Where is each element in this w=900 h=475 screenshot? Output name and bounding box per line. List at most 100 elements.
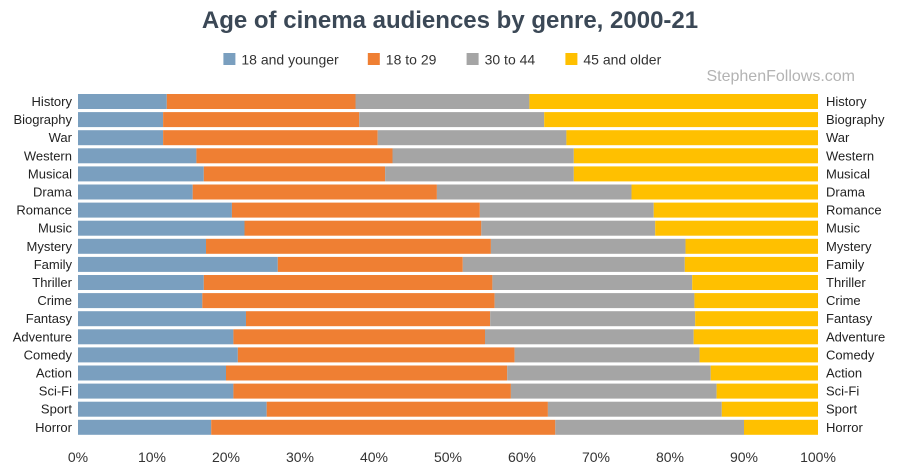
bar-segment-family-2 — [462, 256, 685, 272]
category-label-left: War — [49, 130, 73, 145]
bar-segment-biography-0 — [78, 112, 164, 128]
bar-segment-romance-2 — [479, 202, 654, 218]
x-tick-label: 90% — [730, 449, 758, 465]
bar-segment-adventure-1 — [233, 329, 485, 345]
bar-segment-horror-3 — [744, 419, 818, 435]
bar-segment-western-3 — [573, 148, 818, 164]
category-label-right: War — [826, 130, 850, 145]
category-label-right: Musical — [826, 166, 870, 181]
category-label-right: Adventure — [826, 329, 885, 344]
bar-segment-musical-3 — [573, 166, 818, 182]
bar-segment-adventure-0 — [78, 329, 234, 345]
chart-title: Age of cinema audiences by genre, 2000-2… — [202, 7, 698, 34]
x-tick-label: 10% — [138, 449, 166, 465]
bar-segment-drama-3 — [631, 184, 818, 200]
category-label-left: Mystery — [27, 239, 73, 254]
category-label-left: Comedy — [24, 347, 73, 362]
x-tick-label: 80% — [656, 449, 684, 465]
bar-segment-history-2 — [355, 94, 530, 109]
legend-swatch-1 — [367, 53, 380, 65]
bar-segment-music-0 — [78, 220, 245, 236]
bar-segment-mystery-3 — [685, 238, 818, 254]
category-label-left: Music — [38, 221, 72, 236]
bar-segment-sport-1 — [266, 401, 548, 417]
category-label-right: Family — [826, 257, 865, 272]
bar-segment-war-1 — [163, 130, 378, 146]
category-label-right: Thriller — [826, 275, 866, 290]
category-label-right: Sport — [826, 402, 857, 417]
category-label-right: Mystery — [826, 239, 872, 254]
bar-segment-history-1 — [166, 94, 356, 109]
bar-segment-fantasy-2 — [490, 311, 696, 327]
category-label-right: Western — [826, 148, 874, 163]
bar-segment-history-3 — [529, 94, 818, 109]
bar-segment-musical-0 — [78, 166, 204, 182]
bar-segment-sci-fi-3 — [716, 383, 818, 399]
category-label-right: Crime — [826, 293, 861, 308]
bar-segment-horror-2 — [555, 419, 744, 435]
bar-segment-mystery-2 — [490, 238, 686, 254]
bar-segment-sport-0 — [78, 401, 267, 417]
bar-segment-thriller-3 — [692, 275, 818, 290]
bar-segment-action-0 — [78, 365, 226, 381]
bar-segment-romance-0 — [78, 202, 232, 218]
bar-segment-fantasy-1 — [245, 311, 491, 327]
x-axis-ticks: 0% 10% 20% 30% 40% 50% 60% 70% 80% 90% 100% — [68, 449, 836, 465]
bar-segment-war-2 — [377, 130, 567, 146]
watermark: StephenFollows.com — [706, 68, 855, 85]
category-label-left: Musical — [28, 166, 72, 181]
category-label-left: Romance — [16, 203, 72, 218]
legend-label-2: 30 to 44 — [485, 52, 536, 68]
category-label-right: Comedy — [826, 347, 875, 362]
bar-segment-musical-1 — [203, 166, 386, 182]
bar-segment-drama-0 — [78, 184, 193, 200]
category-label-left: Thriller — [32, 275, 72, 290]
category-label-left: Drama — [33, 185, 73, 200]
bar-segment-crime-2 — [494, 293, 695, 309]
category-label-left: History — [32, 94, 73, 109]
bar-segment-drama-2 — [436, 184, 632, 200]
x-tick-label: 30% — [286, 449, 314, 465]
category-label-left: Adventure — [13, 329, 72, 344]
bar-segment-family-1 — [277, 256, 463, 272]
category-label-left: Horror — [35, 420, 73, 435]
bar-segment-sport-3 — [721, 401, 818, 417]
category-label-right: Music — [826, 221, 860, 236]
category-label-right: Biography — [826, 112, 885, 127]
bar-segment-western-1 — [196, 148, 393, 164]
bar-segment-sci-fi-2 — [510, 383, 717, 399]
bar-segment-action-3 — [710, 365, 818, 381]
bar-segment-fantasy-0 — [78, 311, 246, 327]
category-label-left: Crime — [37, 293, 72, 308]
category-label-left: Sci-Fi — [39, 384, 72, 399]
bar-segment-horror-0 — [78, 419, 212, 435]
bar-segment-sci-fi-0 — [78, 383, 234, 399]
bar-segment-sci-fi-1 — [233, 383, 511, 399]
bars-group — [78, 94, 818, 435]
bar-segment-action-2 — [507, 365, 711, 381]
legend-swatch-2 — [466, 53, 479, 65]
bar-segment-musical-2 — [385, 166, 574, 182]
bar-segment-comedy-2 — [514, 347, 700, 363]
bar-segment-thriller-0 — [78, 275, 204, 290]
legend-label-1: 18 to 29 — [386, 52, 437, 68]
bar-segment-history-0 — [78, 94, 167, 109]
category-label-right: Drama — [826, 185, 866, 200]
bar-segment-romance-3 — [653, 202, 818, 218]
bar-segment-crime-0 — [78, 293, 203, 309]
bar-segment-comedy-3 — [699, 347, 818, 363]
bar-segment-fantasy-3 — [695, 311, 818, 327]
bar-segment-comedy-1 — [237, 347, 515, 363]
bar-segment-music-3 — [655, 220, 818, 236]
bar-segment-horror-1 — [211, 419, 556, 435]
bar-segment-crime-1 — [202, 293, 495, 309]
bar-segment-crime-3 — [694, 293, 818, 309]
legend-swatch-0 — [223, 53, 236, 65]
category-label-left: Western — [24, 148, 72, 163]
bar-segment-music-1 — [244, 220, 482, 236]
bar-segment-war-3 — [566, 130, 818, 146]
bar-segment-family-3 — [684, 256, 818, 272]
x-tick-label: 60% — [508, 449, 536, 465]
bar-segment-adventure-2 — [485, 329, 694, 345]
